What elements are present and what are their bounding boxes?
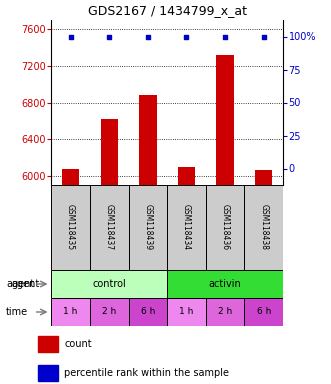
Text: 6 h: 6 h — [257, 308, 271, 316]
Bar — [139, 95, 157, 185]
Text: agent: agent — [6, 279, 34, 289]
Text: GSM118437: GSM118437 — [105, 204, 114, 251]
Text: GSM118435: GSM118435 — [66, 204, 75, 251]
Bar — [206, 185, 244, 270]
Text: count: count — [64, 339, 92, 349]
Text: activin: activin — [209, 279, 241, 289]
Bar — [101, 119, 118, 185]
Bar — [51, 298, 90, 326]
Text: 2 h: 2 h — [218, 308, 232, 316]
Bar — [167, 185, 206, 270]
Bar — [128, 185, 167, 270]
Text: GSM118439: GSM118439 — [143, 204, 152, 251]
Point — [107, 33, 112, 40]
Bar — [206, 298, 244, 326]
Point — [145, 33, 151, 40]
Bar — [167, 270, 283, 298]
Text: percentile rank within the sample: percentile rank within the sample — [64, 368, 229, 378]
Text: agent: agent — [12, 279, 40, 289]
Text: GSM118434: GSM118434 — [182, 204, 191, 251]
Text: control: control — [92, 279, 126, 289]
Bar — [51, 185, 90, 270]
Text: 6 h: 6 h — [141, 308, 155, 316]
Bar — [255, 170, 272, 185]
Bar — [216, 55, 234, 185]
Point — [68, 33, 73, 40]
Text: GSM118438: GSM118438 — [259, 205, 268, 250]
Bar — [128, 298, 167, 326]
Bar — [51, 270, 167, 298]
Bar — [38, 336, 59, 352]
Bar — [244, 185, 283, 270]
Bar — [178, 167, 195, 185]
Bar — [38, 366, 59, 381]
Text: 1 h: 1 h — [64, 308, 78, 316]
Text: 2 h: 2 h — [102, 308, 117, 316]
Title: GDS2167 / 1434799_x_at: GDS2167 / 1434799_x_at — [88, 5, 247, 17]
Point — [261, 33, 266, 40]
Bar — [244, 298, 283, 326]
Point — [184, 33, 189, 40]
Bar — [62, 169, 79, 185]
Bar — [167, 298, 206, 326]
Text: 1 h: 1 h — [179, 308, 194, 316]
Point — [222, 33, 228, 40]
Bar — [90, 185, 128, 270]
Text: time: time — [6, 307, 28, 317]
Bar — [90, 298, 128, 326]
Text: GSM118436: GSM118436 — [220, 204, 230, 251]
